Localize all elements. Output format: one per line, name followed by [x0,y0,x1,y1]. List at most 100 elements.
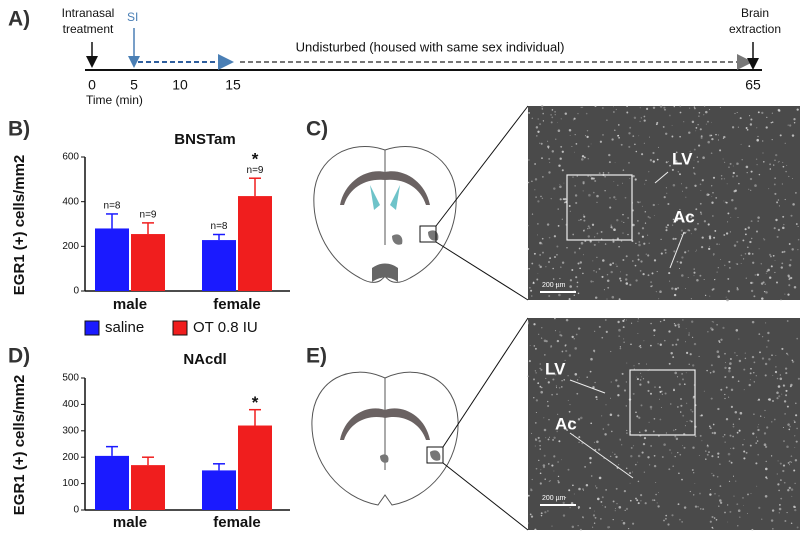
texture-dot [706,453,709,456]
texture-dot [553,187,556,190]
texture-dot [650,322,652,325]
texture-dot [752,261,755,264]
texture-dot [530,515,534,518]
texture-dot [550,198,552,200]
texture-dot [605,404,607,406]
texture-dot [680,404,683,407]
texture-dot [539,142,541,144]
texture-dot [552,267,554,270]
x-tick-label: female [213,514,261,531]
texture-dot [581,158,584,161]
texture-dot [638,135,640,137]
texture-dot [637,333,639,335]
texture-dot [768,253,772,256]
texture-dot [749,372,752,375]
texture-dot [606,279,610,283]
texture-dot [690,216,693,219]
texture-dot [576,379,579,381]
texture-dot [617,384,620,388]
texture-dot [644,222,647,224]
n-label: n=8 [211,221,228,232]
texture-dot [708,451,710,453]
texture-dot [636,376,638,378]
bar [238,425,272,510]
texture-dot [693,472,695,474]
texture-dot [757,398,761,401]
texture-dot [756,440,759,442]
texture-dot [644,429,647,432]
texture-dot [618,136,620,139]
texture-dot [580,241,584,245]
texture-dot [617,184,619,186]
texture-dot [679,173,681,176]
texture-dot [631,471,634,473]
texture-dot [574,347,577,350]
texture-dot [713,517,716,519]
texture-dot [690,298,692,300]
texture-dot [653,215,655,216]
texture-dot [658,298,660,300]
texture-dot [604,319,607,321]
texture-dot [610,381,612,383]
texture-dot [675,219,679,222]
texture-dot [676,161,678,163]
texture-dot [692,364,695,367]
texture-dot [614,453,616,455]
texture-dot [720,175,723,177]
texture-dot [573,294,576,296]
inset-box [566,174,633,241]
texture-dot [606,273,609,276]
texture-dot [739,412,741,413]
texture-dot [772,528,774,530]
texture-dot [793,118,796,121]
texture-dot [564,496,567,499]
texture-dot [572,176,574,178]
texture-dot [618,464,620,466]
texture-dot [727,521,729,523]
texture-dot [671,343,674,347]
texture-dot [743,450,746,453]
texture-dot [541,243,543,245]
texture-dot [661,390,663,393]
texture-dot [718,243,720,245]
texture-dot [682,378,684,381]
texture-dot [702,508,705,511]
texture-dot [764,374,767,377]
texture-dot [678,325,680,328]
texture-dot [594,179,597,183]
texture-dot [589,461,592,464]
texture-dot [736,175,738,177]
texture-dot [652,203,655,207]
texture-dot [649,464,651,466]
texture-dot [666,192,668,194]
bar [131,234,165,291]
texture-dot [786,353,788,355]
texture-dot [732,475,735,477]
texture-dot [674,435,677,438]
event-label: Brain [741,6,769,20]
texture-dot [670,403,672,405]
texture-dot [552,278,555,280]
texture-dot [776,377,779,380]
texture-dot [622,169,625,171]
y-tick-label: 0 [73,505,79,516]
texture-dot [643,340,645,342]
texture-dot [795,223,798,225]
texture-dot [545,266,547,268]
texture-dot [661,407,663,409]
texture-dot [601,275,604,278]
texture-dot [774,159,776,161]
texture-dot [689,353,692,356]
texture-dot [782,215,785,218]
texture-dot [677,452,679,454]
texture-dot [746,128,749,131]
texture-dot [713,431,717,435]
texture-dot [562,198,565,201]
timeline-tick-label: 65 [745,77,761,93]
texture-dot [606,119,608,121]
texture-dot [659,343,662,346]
texture-dot [700,189,702,192]
texture-dot [632,223,635,227]
texture-dot [556,393,558,395]
texture-dot [795,402,797,405]
